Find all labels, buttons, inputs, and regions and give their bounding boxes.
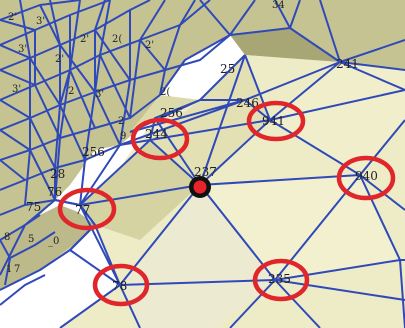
partial-label: 7 [14, 264, 20, 275]
label-940: 940 [355, 169, 378, 183]
label-77: 77 [75, 203, 90, 217]
partial-label: 2' [145, 40, 154, 51]
label-244: 244 [145, 127, 168, 141]
label-34: 34 [272, 0, 285, 11]
label-78: 78 [112, 279, 127, 293]
label-246: 246 [236, 96, 259, 110]
partial-label: 2( [112, 34, 122, 45]
highlight-ring-941 [246, 100, 306, 142]
partial-label: 2' [8, 12, 17, 23]
partial-label: 8 [4, 232, 10, 243]
center-vertex-marker [189, 176, 211, 198]
label-256-a: 256 [160, 106, 183, 120]
partial-label: 3' [36, 16, 45, 27]
partial-label: 2' [80, 34, 89, 45]
partial-label: 9 [120, 131, 126, 142]
label-256-b: 256 [82, 145, 105, 159]
label-235: 235 [268, 272, 291, 286]
partial-label: 1 [6, 264, 12, 275]
partial-label: 2' [55, 54, 64, 65]
label-25: 25 [220, 62, 235, 76]
highlight-ring-940 [336, 155, 396, 201]
highlight-ring-244 [130, 117, 190, 161]
partial-label: 2 [118, 116, 124, 127]
partial-label: _0 [48, 236, 59, 247]
label-75: 75 [26, 200, 41, 214]
partial-label: 3' [95, 89, 104, 100]
vertex-dot [193, 180, 207, 194]
partial-label: 3' [12, 84, 21, 95]
partial-label: 3' [18, 44, 27, 55]
neighbor-highlights [57, 100, 396, 307]
highlight-ring-78 [92, 263, 150, 307]
label-28: 28 [50, 167, 65, 181]
partial-label: 2 [68, 86, 74, 97]
label-241: 241 [336, 57, 359, 71]
label-76: 76 [47, 185, 62, 199]
vertex-labels: 241 246 25 34 256 256 28 76 75 2' 3' 2' … [4, 0, 378, 293]
label-237: 237 [194, 165, 217, 179]
label-941: 941 [262, 114, 285, 128]
partial-label: 5 [28, 234, 34, 245]
highlight-ring-77 [57, 187, 117, 231]
highlight-ring-235 [252, 258, 310, 302]
partial-label: 2( [160, 87, 170, 98]
